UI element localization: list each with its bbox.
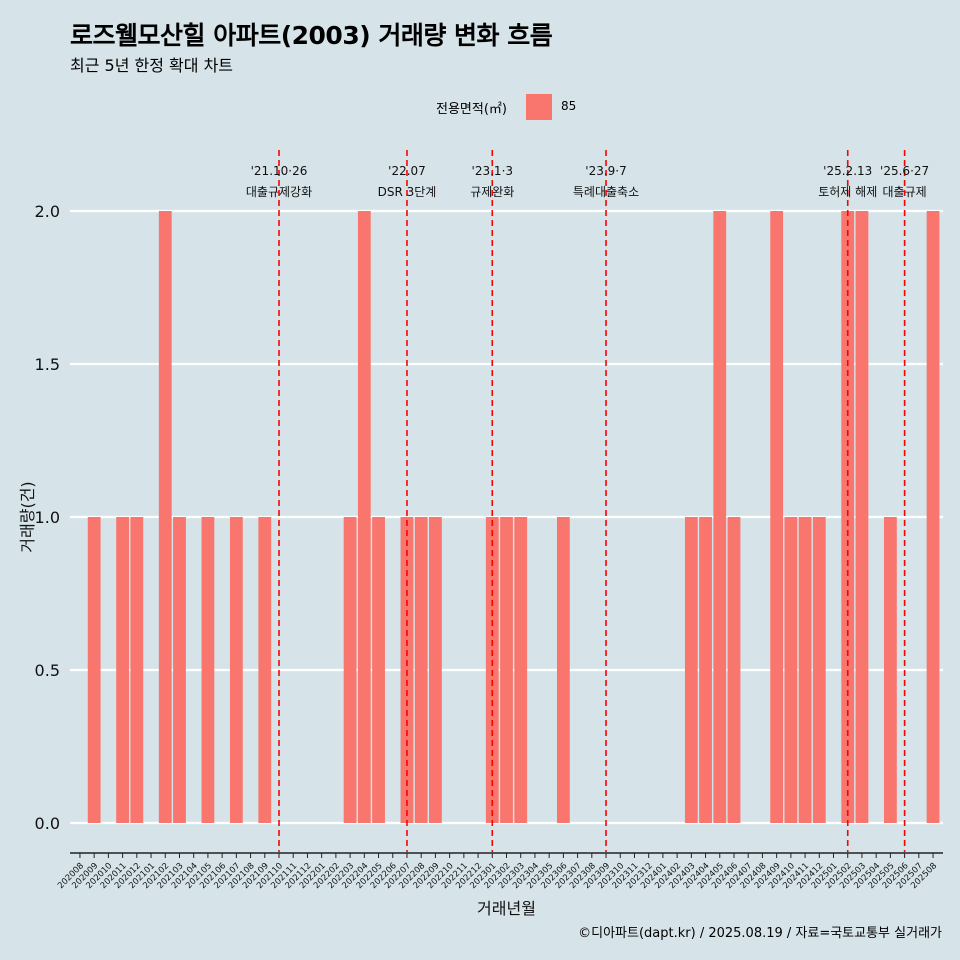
y-axis-title: 거래량(건) (18, 481, 37, 552)
legend: 전용면적(㎡) 85 (0, 94, 960, 120)
bar (500, 517, 513, 823)
x-axis-title: 거래년월 (477, 899, 536, 918)
event-date-label: '25.6·27 (880, 164, 929, 178)
bar (727, 517, 741, 823)
bar (713, 211, 727, 823)
event-text-label: 규제완화 (470, 185, 514, 199)
bar (429, 517, 442, 823)
bar (372, 517, 385, 823)
bar (229, 517, 243, 823)
source-caption: ©디아파트(dapt.kr) / 2025.08.19 / 자료=국토교통부 실… (578, 926, 942, 941)
y-tick-label: 0.5 (35, 661, 60, 680)
y-tick-label: 1.5 (35, 355, 60, 374)
bar (699, 517, 712, 823)
bar (770, 211, 784, 823)
bar (883, 517, 897, 823)
bar (130, 517, 144, 823)
bar (514, 517, 528, 823)
event-date-label: '23.9·7 (585, 164, 626, 178)
event-text-label: 대출규제 (883, 185, 927, 199)
bar (87, 517, 101, 823)
bar (414, 517, 428, 823)
bar (926, 211, 940, 823)
bar (158, 211, 172, 823)
bar (684, 517, 698, 823)
bar (357, 211, 371, 823)
bar (841, 211, 855, 823)
event-text-label: DSR 3단계 (378, 185, 437, 199)
bar (201, 517, 215, 823)
bar (798, 517, 812, 823)
bar (258, 517, 272, 823)
event-text-label: 대출규제강화 (246, 185, 312, 199)
bar (173, 517, 186, 823)
event-text-label: 토허제 해제 (818, 185, 877, 199)
event-date-label: '23.1·3 (472, 164, 513, 178)
bar (784, 517, 798, 823)
bar (116, 517, 130, 823)
legend-label: 85 (561, 99, 577, 113)
y-tick-label: 0.0 (35, 814, 60, 833)
bar (812, 517, 826, 823)
legend-swatch (526, 94, 552, 120)
legend-title: 전용면적(㎡) (436, 102, 507, 117)
bar (556, 517, 570, 823)
y-tick-label: 1.0 (35, 508, 60, 527)
y-tick-label: 2.0 (35, 202, 60, 221)
chart-title: 로즈웰모산힐 아파트(2003) 거래량 변화 흐름 (70, 21, 553, 50)
bar (343, 517, 357, 823)
event-date-label: '22.07 (388, 164, 426, 178)
event-date-label: '21.10·26 (251, 164, 308, 178)
event-text-label: 특례대출축소 (573, 185, 639, 199)
event-date-label: '25.2.13 (823, 164, 872, 178)
bar (855, 211, 869, 823)
chart-subtitle: 최근 5년 한정 확대 차트 (70, 56, 234, 75)
